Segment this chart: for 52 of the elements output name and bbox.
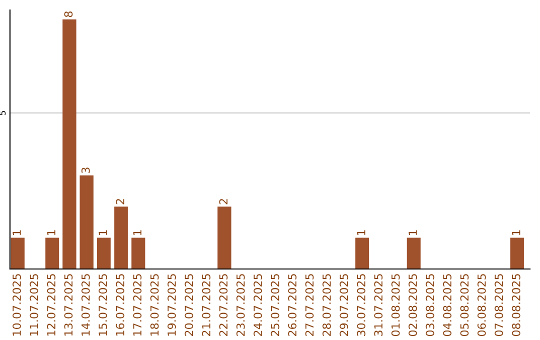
data-label: 1 <box>408 230 417 236</box>
x-tick-label: 15.07.2025 <box>98 274 108 336</box>
x-tick-label: 18.07.2025 <box>150 274 159 336</box>
data-label: 1 <box>47 230 56 236</box>
x-tick-label: 27.07.2025 <box>305 274 314 336</box>
bar <box>406 238 421 269</box>
x-tick-label: 31.07.2025 <box>374 274 383 336</box>
data-label: 2 <box>116 199 124 204</box>
x-tick-label: 02.08.2025 <box>408 274 417 336</box>
x-tick-label: 10.07.2025 <box>12 274 21 336</box>
data-label: 1 <box>98 230 107 236</box>
data-label: 8 <box>64 11 73 18</box>
x-tick-label: 08.08.2025 <box>512 274 520 336</box>
x-tick-label: 19.07.2025 <box>168 274 176 336</box>
x-tick-label: 28.07.2025 <box>322 274 331 336</box>
x-tick-label: 20.07.2025 <box>184 274 194 336</box>
x-tick-label: 16.07.2025 <box>116 274 124 336</box>
x-tick-label: 24.07.2025 <box>254 274 262 336</box>
bar <box>10 238 25 269</box>
x-tick-label: 25.07.2025 <box>270 274 280 336</box>
x-tick-label: 29.07.2025 <box>340 274 348 336</box>
x-tick-label: 13.07.2025 <box>64 274 73 336</box>
bar <box>217 206 232 269</box>
bar <box>510 238 524 269</box>
bar <box>96 238 111 269</box>
x-tick-label: 30.07.2025 <box>356 274 366 336</box>
x-tick-label: 12.07.2025 <box>47 274 56 336</box>
x-tick-label: 05.08.2025 <box>460 274 469 336</box>
bar <box>62 19 76 269</box>
bar <box>131 238 146 269</box>
x-tick-label: 21.07.2025 <box>202 274 210 336</box>
bar <box>355 238 370 269</box>
bar <box>45 238 60 269</box>
x-tick-label: 23.07.2025 <box>236 274 245 336</box>
bar <box>114 206 128 269</box>
x-tick-label: 14.07.2025 <box>81 274 90 336</box>
data-label: 1 <box>357 230 366 236</box>
data-label: 3 <box>81 168 90 173</box>
x-tick-label: 22.07.2025 <box>219 274 228 336</box>
data-label: 1 <box>133 230 142 236</box>
x-tick-label: 01.08.2025 <box>391 274 400 336</box>
x-tick-label: 03.08.2025 <box>426 274 434 336</box>
x-tick-label: 26.07.2025 <box>288 274 296 336</box>
x-tick-label: 07.08.2025 <box>494 274 504 336</box>
x-tick-label: 11.07.2025 <box>30 274 38 336</box>
x-tick-label: 17.07.2025 <box>133 274 142 336</box>
bar <box>80 175 94 269</box>
data-label: 2 <box>219 199 228 204</box>
x-tick-label: 04.08.2025 <box>443 274 452 336</box>
x-tick-label: 06.08.2025 <box>477 274 486 336</box>
data-label: 1 <box>512 230 520 236</box>
data-label: 1 <box>12 230 21 236</box>
